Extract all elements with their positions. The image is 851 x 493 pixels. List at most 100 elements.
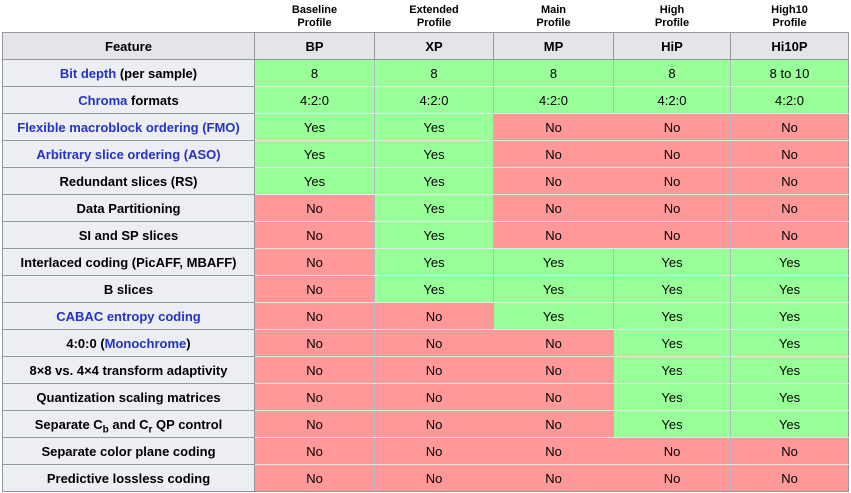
value-cell: Yes	[613, 302, 731, 330]
profile-name-line1: Baseline	[291, 3, 338, 16]
table-row: CABAC entropy coding No No Yes Yes Yes	[2, 302, 849, 330]
value-cell: 8	[254, 59, 375, 87]
profile-name-line2: Profile	[772, 16, 807, 29]
value-cell: Yes	[374, 167, 494, 195]
value-cell: No	[254, 221, 375, 249]
value-cell: No	[613, 221, 731, 249]
value-cell: Yes	[730, 248, 849, 276]
value-cell: No	[374, 329, 494, 357]
value-cell: No	[254, 275, 375, 303]
feature-label-text: Separate color plane coding	[41, 443, 216, 459]
value-cell: No	[254, 410, 375, 438]
profile-name-line2: Profile	[297, 16, 332, 29]
value-cell: Yes	[613, 329, 731, 357]
feature-label-text: Redundant slices (RS)	[59, 173, 198, 189]
profile-name-header: Main Profile	[493, 3, 614, 33]
table-row: Interlaced coding (PicAFF, MBAFF) No Yes Ye…	[2, 248, 849, 276]
value-cell: No	[254, 383, 375, 411]
feature-label-text: and C	[108, 416, 149, 432]
feature-label-text: QP control	[152, 416, 223, 432]
feature-label: SI and SP slices	[2, 221, 255, 249]
value-cell: No	[254, 248, 375, 276]
feature-label: Data Partitioning	[2, 194, 255, 222]
value-cell: No	[613, 167, 731, 195]
feature-label-text: Data Partitioning	[76, 200, 181, 216]
feature-label-text: Predictive lossless coding	[46, 470, 211, 486]
value-cell: No	[730, 464, 849, 492]
value-cell: No	[613, 194, 731, 222]
table-row: Predictive lossless coding No No No No No	[2, 464, 849, 492]
value-cell: No	[493, 410, 614, 438]
feature-label: 4:0:0 (Monochrome)	[2, 329, 255, 357]
profile-name-line1: Extended	[409, 3, 459, 16]
value-cell: No	[254, 464, 375, 492]
value-cell: No	[493, 464, 614, 492]
profile-name-line2: Profile	[654, 16, 690, 29]
profile-abbr-header: XP	[374, 32, 494, 60]
value-cell: No	[254, 437, 375, 465]
value-cell: No	[730, 140, 849, 168]
feature-label-text: Interlaced coding (PicAFF, MBAFF)	[20, 254, 237, 270]
profile-name-line1: High10	[771, 3, 808, 16]
profile-abbr-header: Hi10P	[730, 32, 849, 60]
value-cell: 4:2:0	[374, 86, 494, 114]
value-cell: 8 to 10	[730, 59, 849, 87]
feature-label-text: Quantization scaling matrices	[36, 389, 221, 405]
value-cell: Yes	[613, 410, 731, 438]
value-cell: 4:2:0	[493, 86, 614, 114]
table-body: Bit depth (per sample) 8 8 8 8 8 to 10 Chroma …	[2, 59, 849, 492]
profile-feature-table: Baseline Profile Extended Profile Main Profil…	[2, 3, 849, 492]
value-cell: 8	[493, 59, 614, 87]
value-cell: No	[493, 329, 614, 357]
feature-label-text: SI and SP slices	[78, 227, 179, 243]
feature-link[interactable]: Monochrome	[104, 335, 187, 351]
profile-name-line1: Main	[540, 3, 567, 16]
feature-label: Bit depth (per sample)	[2, 59, 255, 87]
feature-label-text: formats	[127, 92, 179, 108]
value-cell: No	[254, 194, 375, 222]
table-row: Bit depth (per sample) 8 8 8 8 8 to 10	[2, 59, 849, 87]
profile-name-header: Baseline Profile	[254, 3, 375, 33]
value-cell: Yes	[613, 275, 731, 303]
value-cell: No	[730, 437, 849, 465]
feature-label: Predictive lossless coding	[2, 464, 255, 492]
value-cell: No	[374, 383, 494, 411]
subscript-text: r	[148, 424, 153, 436]
feature-label: 8×8 vs. 4×4 transform adaptivity	[2, 356, 255, 384]
value-cell: Yes	[493, 275, 614, 303]
feature-link[interactable]: Flexible macroblock ordering (FMO)	[17, 119, 240, 135]
feature-label: Separate color plane coding	[2, 437, 255, 465]
feature-link[interactable]: Arbitrary slice ordering (ASO)	[36, 146, 221, 162]
feature-label-text: )	[186, 335, 191, 351]
profile-name-header: Extended Profile	[374, 3, 494, 33]
feature-label: Flexible macroblock ordering (FMO)	[2, 113, 255, 141]
value-cell: No	[730, 221, 849, 249]
value-cell: Yes	[730, 383, 849, 411]
value-cell: No	[493, 437, 614, 465]
feature-label: B slices	[2, 275, 255, 303]
value-cell: Yes	[730, 356, 849, 384]
feature-label: Quantization scaling matrices	[2, 383, 255, 411]
value-cell: No	[493, 383, 614, 411]
value-cell: Yes	[374, 221, 494, 249]
table-row: Separate Cb and Cr QP control No No No Yes Ye…	[2, 410, 849, 438]
feature-column-header: Feature	[2, 32, 255, 60]
value-cell: Yes	[374, 275, 494, 303]
profile-abbr-header: MP	[493, 32, 614, 60]
value-cell: No	[254, 329, 375, 357]
subscript-text: b	[102, 424, 109, 436]
value-cell: No	[730, 194, 849, 222]
value-cell: Yes	[730, 329, 849, 357]
value-cell: 4:2:0	[730, 86, 849, 114]
feature-label: Chroma formats	[2, 86, 255, 114]
profile-name-line2: Profile	[416, 16, 452, 29]
value-cell: Yes	[254, 167, 375, 195]
feature-link[interactable]: CABAC entropy coding	[56, 308, 201, 324]
corner-cell	[2, 3, 255, 33]
feature-link[interactable]: Chroma	[78, 92, 128, 108]
value-cell: Yes	[374, 248, 494, 276]
feature-link[interactable]: Bit depth	[59, 65, 117, 81]
column-header-row: Feature BP XP MP HiP Hi10P	[2, 32, 849, 60]
value-cell: No	[374, 437, 494, 465]
value-cell: No	[254, 302, 375, 330]
